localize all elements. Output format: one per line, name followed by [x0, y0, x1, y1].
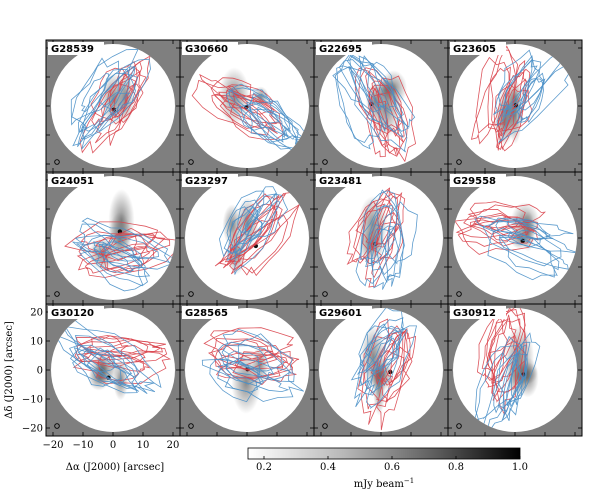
contour-map	[214, 186, 301, 277]
colorbar-tick-label: 0.8	[448, 462, 464, 473]
map-panel: G22695	[313, 39, 449, 173]
panel-label: G24051	[51, 176, 94, 187]
map-panel: G29558	[447, 171, 583, 305]
map-panel: G30912	[447, 303, 583, 437]
y-tick-label: −10	[22, 395, 43, 406]
x-tick-label: 20	[167, 440, 180, 451]
colorbar-tick-label: 0.2	[256, 462, 272, 473]
x-tick-label: −20	[42, 440, 63, 451]
beam-ellipse	[188, 159, 194, 165]
beam-ellipse	[456, 423, 462, 429]
map-panel: G28539	[45, 39, 181, 173]
contour-map	[350, 308, 418, 431]
y-tick-label: 20	[30, 308, 43, 319]
x-axis-label: Δα (J2000) [arcsec]	[66, 462, 164, 473]
panel-label: G29601	[319, 308, 362, 319]
map-panel: G28565	[179, 303, 315, 437]
map-panel: G23297	[179, 171, 315, 305]
beam-ellipse	[54, 423, 60, 429]
y-tick-label: −20	[22, 424, 43, 435]
panel-label: G29558	[453, 176, 496, 187]
beam-ellipse	[188, 291, 194, 297]
beam-ellipse	[456, 159, 462, 165]
colorbar-tick-label: 0.4	[320, 462, 336, 473]
map-panel: G29601	[313, 303, 449, 437]
x-tick-label: 0	[110, 440, 116, 451]
panel-label: G30120	[51, 308, 94, 319]
panel-label: G22695	[319, 44, 362, 55]
x-tick-label: −10	[72, 440, 93, 451]
panel-label: G28539	[51, 44, 94, 55]
map-panel: G30660	[179, 39, 315, 173]
map-panel: G24051	[45, 171, 181, 305]
y-axis-label: Δδ (J2000) [arcsec]	[4, 321, 15, 419]
contour-map	[332, 54, 417, 162]
beam-ellipse	[322, 423, 328, 429]
contour-map	[201, 327, 305, 414]
beam-ellipse	[54, 159, 60, 165]
panel-label: G28565	[185, 308, 228, 319]
panel-label: G23481	[319, 176, 362, 187]
contour-map	[70, 48, 151, 154]
contour-map	[64, 188, 175, 292]
panel-label: G30660	[185, 44, 228, 55]
contour-map	[346, 187, 418, 290]
beam-ellipse	[322, 159, 328, 165]
colorbar-tick-label: 0.6	[384, 462, 400, 473]
beam-ellipse	[188, 423, 194, 429]
panel-grid: G28539 G30660 G22695 G23605 G24051 G23297 G234…	[45, 39, 583, 437]
map-panel: G23605	[447, 39, 583, 173]
beam-ellipse	[456, 291, 462, 297]
y-tick-label: 10	[30, 337, 43, 348]
contour-map	[454, 201, 577, 281]
x-tick-label: 10	[137, 440, 150, 451]
contour-map	[191, 67, 309, 158]
colorbar-tick-label: 1.0	[512, 462, 528, 473]
contour-map	[470, 45, 575, 152]
map-panel: G23481	[313, 171, 449, 305]
beam-ellipse	[54, 291, 60, 297]
colorbar-gradient	[247, 447, 521, 460]
colorbar-label: mJy beam−1	[354, 477, 414, 490]
colorbar: 0.2 0.4 0.6 0.8 1.0 mJy beam−1	[247, 447, 528, 490]
panel-label: G23297	[185, 176, 228, 187]
panel-label: G30912	[453, 308, 496, 319]
y-tick-label: 0	[37, 366, 43, 377]
beam-ellipse	[322, 291, 328, 297]
map-panel: G30120	[45, 303, 181, 437]
contour-map	[474, 308, 541, 432]
panel-label: G23605	[453, 44, 496, 55]
contour-map	[53, 319, 172, 401]
